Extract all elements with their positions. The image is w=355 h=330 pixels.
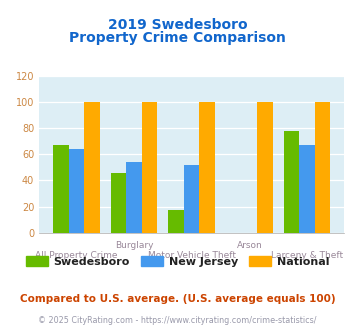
Bar (142, 102, 157, 233)
Text: Compared to U.S. average. (U.S. average equals 100): Compared to U.S. average. (U.S. average … (20, 294, 335, 304)
Bar (315, 102, 331, 233)
Text: Motor Vehicle Theft: Motor Vehicle Theft (148, 251, 236, 260)
Bar (299, 145, 315, 233)
Text: Arson: Arson (236, 241, 262, 250)
Bar (200, 102, 215, 233)
Text: All Property Crime: All Property Crime (35, 251, 118, 260)
Text: © 2025 CityRating.com - https://www.cityrating.com/crime-statistics/: © 2025 CityRating.com - https://www.city… (38, 316, 317, 325)
Bar (69, 149, 84, 233)
Bar (257, 102, 273, 233)
Bar (284, 131, 299, 233)
Bar (184, 165, 200, 233)
Legend: Swedesboro, New Jersey, National: Swedesboro, New Jersey, National (21, 252, 334, 272)
Text: 2019 Swedesboro: 2019 Swedesboro (108, 18, 247, 32)
Bar (84, 102, 100, 233)
Text: Burglary: Burglary (115, 241, 153, 250)
Bar (168, 211, 184, 233)
Text: Larceny & Theft: Larceny & Theft (271, 251, 343, 260)
Bar (53, 145, 69, 233)
Text: Property Crime Comparison: Property Crime Comparison (69, 31, 286, 45)
Bar (126, 162, 142, 233)
Bar (111, 173, 126, 233)
